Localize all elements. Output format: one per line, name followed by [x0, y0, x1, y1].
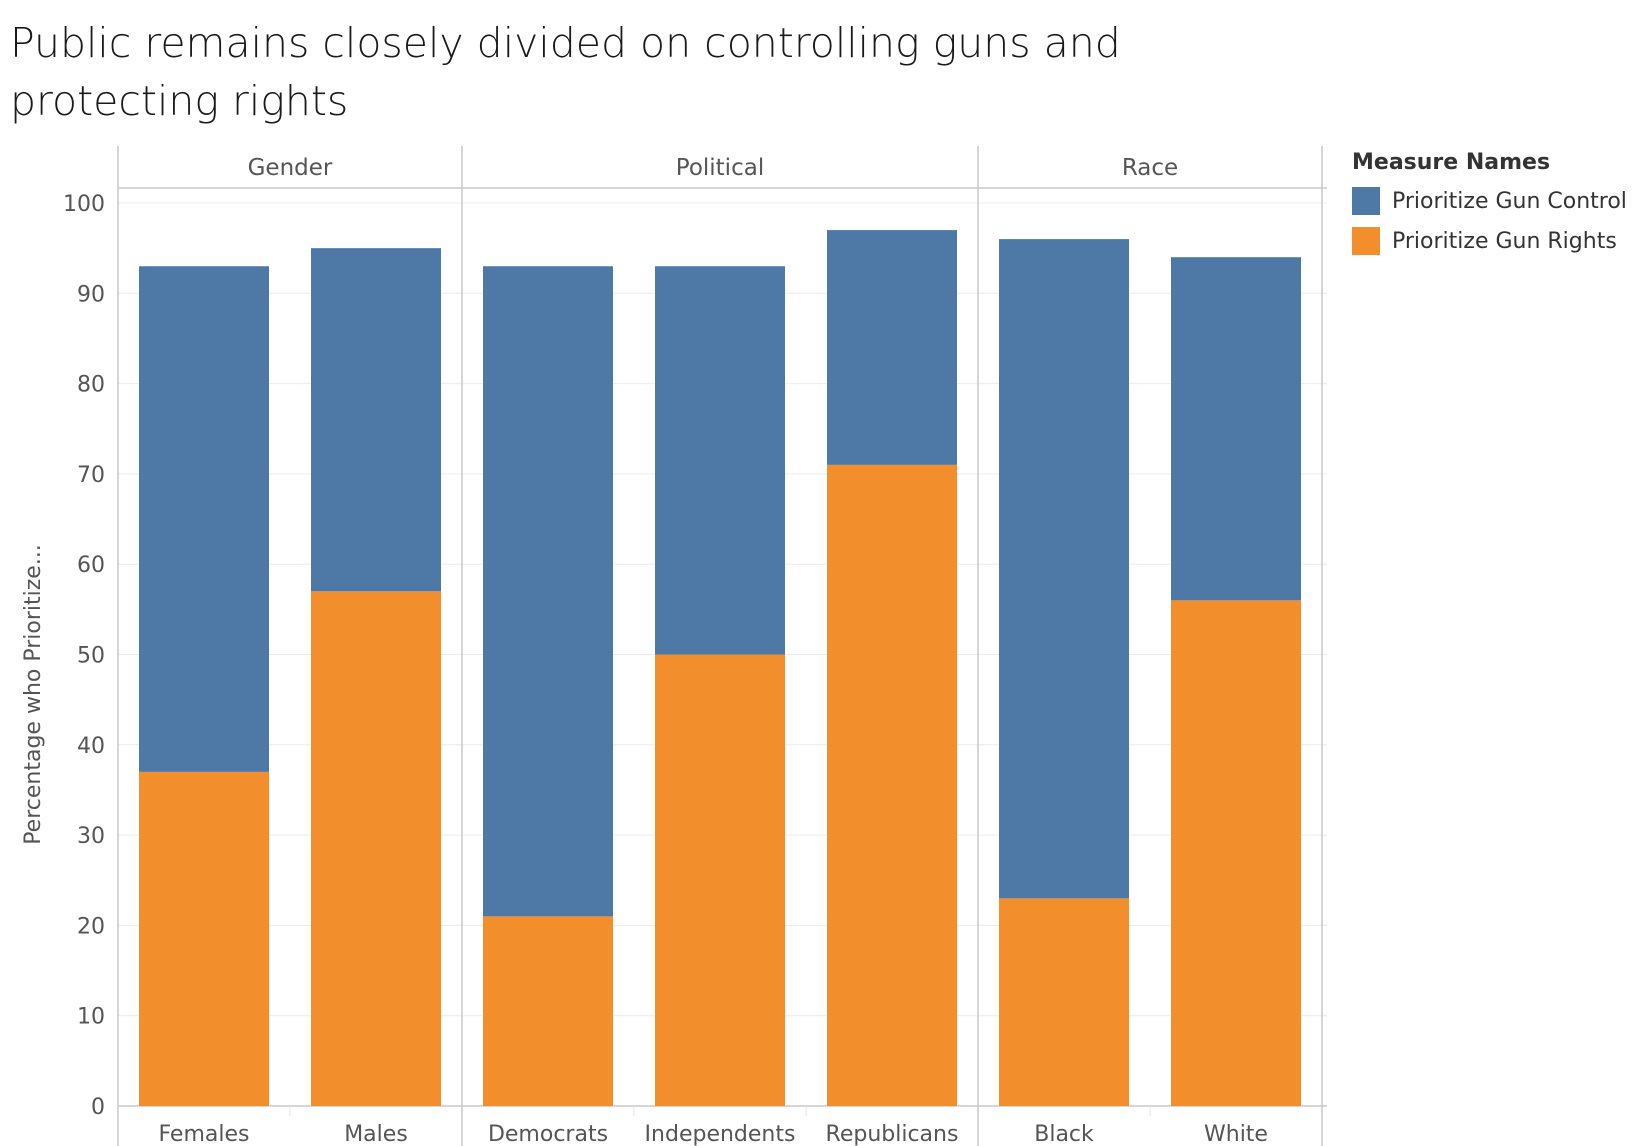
bar-independents-gun-control: [655, 266, 785, 655]
y-tick-label-30: 30: [77, 824, 105, 849]
legend-title: Measure Names: [1352, 150, 1551, 175]
y-tick-label-70: 70: [77, 463, 105, 488]
legend-label-gun-control: Prioritize Gun Control: [1392, 188, 1627, 214]
legend: Measure Names Prioritize Gun Control Pri…: [1352, 150, 1642, 261]
bar-black-gun-control: [999, 239, 1129, 899]
legend-item-gun-control[interactable]: Prioritize Gun Control: [1352, 181, 1642, 221]
legend-item-gun-rights[interactable]: Prioritize Gun Rights: [1352, 221, 1642, 261]
y-axis-title: Percentage who Prioritize...: [21, 544, 46, 845]
bar-republicans-gun-rights: [827, 464, 957, 1106]
category-label-independents: Independents: [645, 1122, 796, 1146]
bar-independents-gun-rights: [655, 654, 785, 1106]
y-tick-label-0: 0: [91, 1095, 105, 1120]
bar-females-gun-rights: [139, 771, 269, 1106]
bar-males-gun-control: [311, 248, 441, 592]
y-tick-label-100: 100: [63, 192, 105, 217]
legend-label-gun-rights: Prioritize Gun Rights: [1392, 228, 1617, 254]
category-label-females: Females: [158, 1122, 249, 1146]
y-tick-label-20: 20: [77, 914, 105, 939]
category-label-democrats: Democrats: [488, 1122, 608, 1146]
y-tick-label-10: 10: [77, 1005, 105, 1030]
bar-democrats-gun-control: [483, 266, 613, 917]
panel-label-political: Political: [676, 155, 764, 181]
category-label-white: White: [1204, 1122, 1268, 1146]
bar-males-gun-rights: [311, 591, 441, 1106]
bar-democrats-gun-rights: [483, 916, 613, 1106]
panel-label-race: Race: [1122, 155, 1178, 181]
bar-females-gun-control: [139, 266, 269, 772]
y-tick-label-60: 60: [77, 553, 105, 578]
y-tick-label-90: 90: [77, 282, 105, 307]
y-tick-label-80: 80: [77, 373, 105, 398]
chart-title: Public remains closely divided on contro…: [10, 19, 1121, 125]
category-label-republicans: Republicans: [826, 1122, 959, 1146]
panel-label-gender: Gender: [248, 155, 333, 181]
legend-swatch-gun-rights: [1352, 227, 1380, 255]
y-tick-label-50: 50: [77, 644, 105, 669]
bar-white-gun-control: [1171, 257, 1301, 601]
category-label-males: Males: [344, 1122, 408, 1146]
bar-republicans-gun-control: [827, 230, 957, 465]
y-tick-label-40: 40: [77, 734, 105, 759]
bar-white-gun-rights: [1171, 600, 1301, 1106]
bar-black-gun-rights: [999, 898, 1129, 1106]
legend-swatch-gun-control: [1352, 187, 1380, 215]
category-label-black: Black: [1034, 1122, 1094, 1146]
